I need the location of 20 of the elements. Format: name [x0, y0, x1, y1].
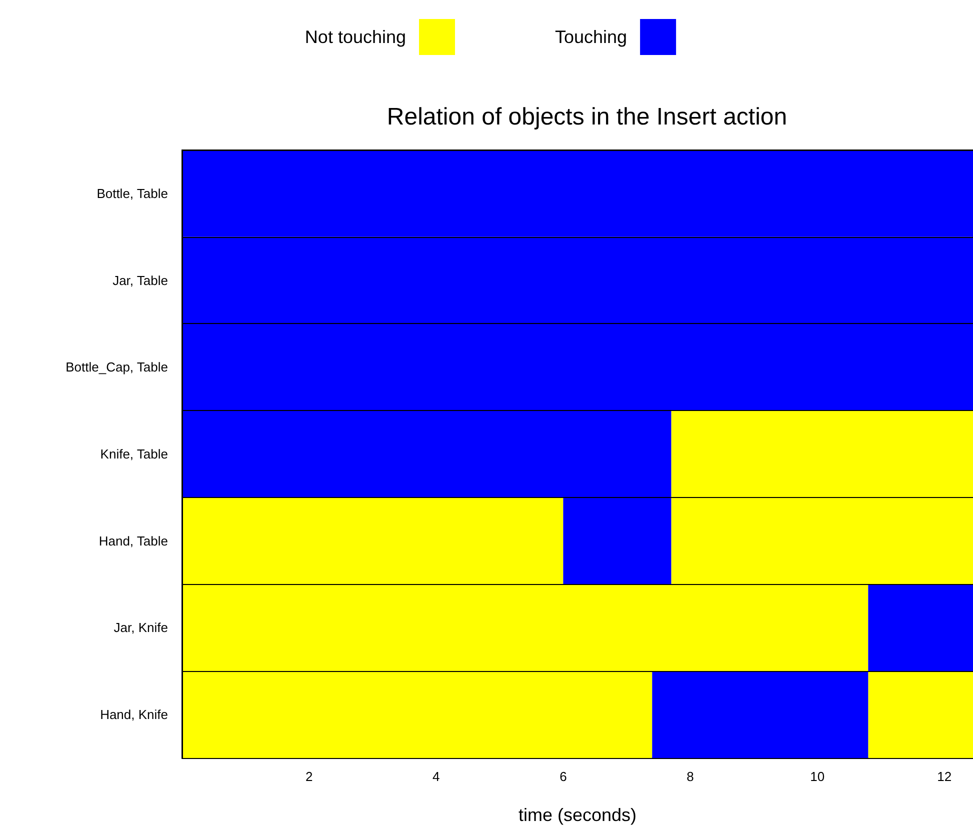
- y-tick-label: Bottle, Table: [96, 186, 168, 201]
- bar: [868, 584, 973, 672]
- y-tick-label: Hand, Table: [98, 533, 168, 548]
- y-tick-label: Jar, Knife: [114, 620, 168, 636]
- x-tick-label: 12: [937, 769, 952, 784]
- y-tick-label: Jar, Table: [112, 272, 168, 288]
- legend-label: Not touching: [304, 27, 406, 47]
- y-tick-label: Hand, Knife: [100, 707, 168, 722]
- y-tick-label: Knife, Table: [100, 446, 168, 462]
- bar: [868, 671, 973, 758]
- y-tick-label: Bottle_Cap, Table: [66, 360, 168, 375]
- chart-title: Relation of objects in the Insert action: [386, 104, 788, 130]
- bar: [652, 671, 868, 758]
- x-axis-title: time (seconds): [518, 805, 637, 825]
- x-tick-label: 10: [810, 769, 825, 784]
- x-tick-label: 4: [432, 769, 440, 784]
- legend-label: Touching: [554, 27, 628, 47]
- x-tick-label: 6: [560, 769, 567, 784]
- x-tick-label: 8: [686, 769, 694, 784]
- x-tick-label: 2: [305, 769, 313, 784]
